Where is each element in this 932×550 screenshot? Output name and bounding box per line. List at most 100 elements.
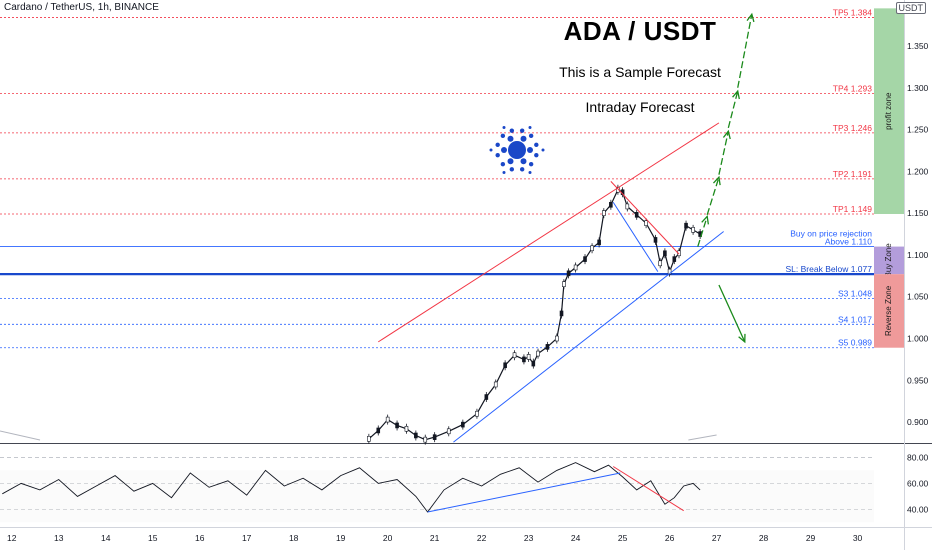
price-candle <box>609 201 613 208</box>
rsi-band <box>0 470 874 523</box>
x-tick-label-12: 24 <box>571 533 581 543</box>
price-candle <box>625 203 630 210</box>
price-candle <box>385 416 390 423</box>
price-candle <box>503 362 507 369</box>
price-candle <box>653 237 658 243</box>
chart-subtitle: This is a Sample Forecast <box>559 64 721 80</box>
falling-top-line <box>610 181 680 255</box>
x-tick-label-2: 14 <box>101 533 111 543</box>
symbol-label: Cardano / TetherUS, 1h, BINANCE <box>4 2 159 13</box>
price-candle <box>404 425 409 432</box>
price-candle <box>446 428 451 435</box>
rsi-resistance-line <box>612 466 684 512</box>
x-tick-label-10: 22 <box>477 533 487 543</box>
level-label-4: TP1 1.149 <box>833 204 872 214</box>
faint-line-right <box>688 434 717 441</box>
x-tick-label-9: 21 <box>430 533 440 543</box>
level-label-1: TP4 1.293 <box>833 84 872 94</box>
forecast-arrow-0 <box>697 216 708 247</box>
price-candle <box>562 281 566 287</box>
price-candle <box>566 270 571 277</box>
x-tick-label-8: 20 <box>383 533 393 543</box>
channel-bottom-line <box>453 231 724 443</box>
price-candle <box>461 421 465 428</box>
x-tick-label-7: 19 <box>336 533 346 543</box>
x-tick-label-5: 17 <box>242 533 252 543</box>
price-candle <box>663 250 667 257</box>
y-tick-label-6: 1.200 <box>907 166 929 176</box>
price-candle <box>395 422 399 429</box>
y-tick-label-8: 1.300 <box>907 83 929 93</box>
x-tick-label-15: 27 <box>712 533 722 543</box>
forecast-arrowhead-1 <box>712 175 721 186</box>
price-candle <box>531 360 536 367</box>
x-tick-label-18: 30 <box>853 533 863 543</box>
forecast-arrow-3 <box>727 90 739 129</box>
price-line <box>368 188 701 441</box>
price-candle <box>522 356 526 363</box>
faint-line-left <box>0 430 41 441</box>
price-candle <box>677 250 681 257</box>
x-tick-label-16: 28 <box>759 533 769 543</box>
price-candle <box>691 227 695 233</box>
y-tick-label-9: 1.350 <box>907 41 929 51</box>
reverse-zone-label: Reverse Zone <box>884 285 893 336</box>
price-candle <box>512 352 517 359</box>
x-tick-label-13: 25 <box>618 533 628 543</box>
y-tick-label-3: 1.050 <box>907 292 929 302</box>
level-label-7: S3 1.048 <box>838 288 872 298</box>
price-candle <box>672 256 677 262</box>
level-label-8: S4 1.017 <box>838 314 872 324</box>
price-candle <box>367 436 371 442</box>
price-candle <box>526 354 531 360</box>
chart-title: ADA / USDT <box>563 16 717 46</box>
forecast-arrowhead-0 <box>701 215 710 225</box>
level-label-5: Above 1.110 <box>825 237 872 247</box>
x-tick-label-0: 12 <box>7 533 17 543</box>
rsi-tick-label-1: 60.00 <box>907 478 929 488</box>
price-candle <box>644 220 648 226</box>
x-tick-label-11: 23 <box>524 533 534 543</box>
buy-zone <box>874 246 904 275</box>
price-candle <box>583 256 587 262</box>
price-candle <box>493 381 498 388</box>
y-tick-label-1: 0.950 <box>907 375 929 385</box>
channel-top-line <box>377 122 720 343</box>
forecast-arrow-4 <box>737 14 753 88</box>
level-label-9: S5 0.989 <box>838 338 872 348</box>
price-candle <box>432 434 437 440</box>
rsi-tick-label-0: 40.00 <box>907 504 929 514</box>
price-candle <box>684 222 688 229</box>
level-label-0: TP5 1.384 <box>833 8 872 18</box>
level-note-5: Buy on price rejection <box>790 229 872 239</box>
x-tick-label-3: 15 <box>148 533 158 543</box>
rsi-support-line <box>427 472 621 513</box>
price-candle <box>376 427 381 434</box>
price-candle <box>555 335 559 342</box>
forecast-arrowhead-2 <box>722 129 731 140</box>
level-label-2: TP3 1.246 <box>833 123 872 133</box>
buy-zone-label: Buy Zone <box>884 243 893 278</box>
x-tick-label-4: 16 <box>195 533 205 543</box>
forecast-arrowhead-3 <box>732 89 740 100</box>
profit-zone-label: profit zone <box>884 92 893 130</box>
price-candle <box>573 264 578 271</box>
price-candle <box>414 432 418 439</box>
chart-subtitle-2: Intraday Forecast <box>585 99 695 115</box>
y-tick-label-2: 1.000 <box>907 334 929 344</box>
price-candle <box>484 394 489 400</box>
profit-zone <box>874 8 904 214</box>
price-candle <box>536 350 540 357</box>
cardano-logo-icon <box>489 125 545 175</box>
y-tick-label-4: 1.100 <box>907 250 929 260</box>
forecast-arrow-1 <box>706 177 720 216</box>
quote-currency-badge[interactable]: USDT <box>895 2 926 14</box>
x-tick-label-17: 29 <box>806 533 816 543</box>
y-tick-label-0: 0.900 <box>907 417 929 427</box>
level-label-6: SL: Break Below 1.077 <box>786 264 873 274</box>
level-label-3: TP2 1.191 <box>833 169 872 179</box>
price-candle <box>423 436 428 443</box>
rsi-line <box>2 462 701 513</box>
rsi-tick-label-2: 80.00 <box>907 452 929 462</box>
